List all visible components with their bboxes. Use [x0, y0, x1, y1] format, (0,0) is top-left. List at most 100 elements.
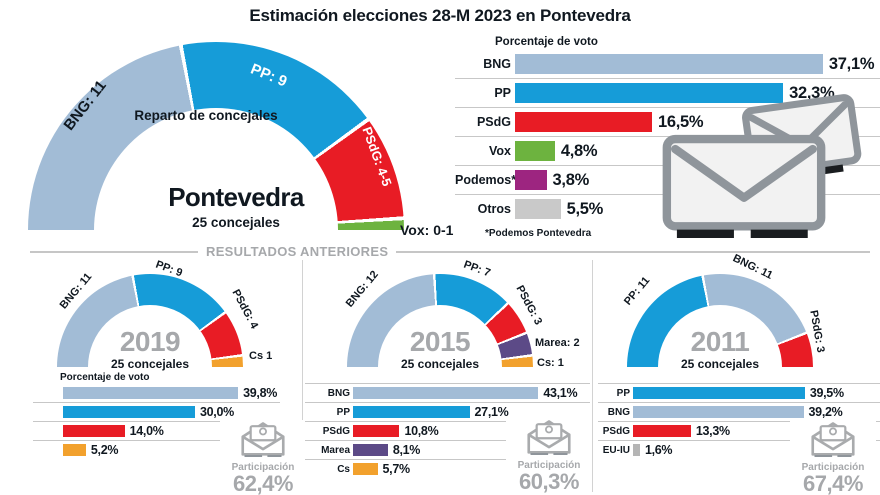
bar-label: BNG [607, 406, 630, 418]
bar-row: 30,0% [33, 403, 280, 422]
bar-row: PSdG 16,5% [455, 108, 880, 137]
section-divider-label: RESULTADOS ANTERIORES [206, 244, 389, 259]
gauge-center-subtitle: 25 concejales [192, 215, 280, 230]
bar [515, 170, 547, 190]
participation-block-2019: Participación 62,4% [220, 420, 306, 495]
gauge-2015: BNG: 12 PP: 7 PSdG: 3 Marea: 2 Cs: 1 201… [344, 259, 580, 371]
bar [63, 406, 195, 418]
estimate-vote-chart: Porcentaje de voto BNG 37,1% PP 32,3% PS… [455, 36, 880, 239]
bar-label: BNG [327, 387, 350, 399]
bar-value: 10,8% [404, 424, 439, 438]
bar-value: 3,8% [552, 170, 590, 189]
bar [633, 444, 640, 456]
bar-row: Marea 8,1% [305, 441, 590, 460]
section-divider: RESULTADOS ANTERIORES [30, 244, 870, 259]
participation-label: Participación [231, 462, 295, 473]
bar-value: 39,8% [243, 386, 278, 400]
year-title: 2019 [119, 326, 181, 357]
bar-value: 5,5% [566, 199, 604, 218]
bar-row: 5,2% [33, 441, 280, 459]
bar [515, 112, 652, 132]
segment-label-marea: Marea: 2 [535, 337, 580, 349]
bar-row: BNG 37,1% [455, 50, 880, 79]
bar-label: PSdG [476, 115, 511, 129]
bar-row: EU-IU 1,6% [598, 441, 880, 459]
participation-block-2015: Participación 60,3% [506, 418, 592, 493]
bar-label: Cs [337, 463, 350, 475]
bar [63, 425, 125, 437]
gauge-2011: PP: 11 BNG: 11 PSdG: 3 2011 25 concejale… [622, 252, 827, 371]
segment-label-psdg: PSdG: 4 [229, 287, 261, 331]
bar-row: PP 27,1% [305, 403, 590, 422]
bar-row: Otros 5,5% [455, 195, 880, 223]
gauge-2019: BNG: 11 PP: 9 PSdG: 4 Cs 1 2019 25 conce… [57, 259, 272, 371]
bar-row: PSdG 13,3% [598, 422, 880, 441]
bar-row: PSdG 10,8% [305, 422, 590, 441]
year-subtitle: 25 concejales [680, 357, 760, 371]
bar-row: BNG 39,2% [598, 403, 880, 422]
bar [353, 387, 539, 399]
bar-value: 4,8% [560, 141, 598, 160]
bar-label: Marea [321, 444, 350, 456]
participation-label: Participación [517, 460, 581, 471]
bar-label: Otros [477, 202, 511, 216]
ballot-envelope-icon [527, 420, 571, 456]
bar-label: PSdG [602, 425, 630, 437]
participation-value: 60,3% [519, 469, 579, 494]
segment-label-pp: PP: 7 [461, 258, 492, 280]
bar-value: 5,2% [90, 443, 119, 457]
arc-caption: Reparto de concejales [134, 108, 278, 123]
bar [515, 54, 823, 74]
segment-label-pp: PP: 11 [621, 274, 653, 308]
vertical-divider [592, 260, 593, 492]
bar-row: 14,0% [33, 422, 280, 441]
vote-chart-title: Porcentaje de voto [495, 36, 598, 48]
bar-row: Cs 5,7% [305, 460, 590, 478]
year-subtitle: 25 concejales [110, 357, 190, 371]
gauge-center-title: Pontevedra [168, 182, 304, 212]
year-title: 2011 [690, 326, 750, 357]
vertical-divider [302, 260, 303, 492]
bar-row: BNG 43,1% [305, 383, 590, 403]
ballot-envelope-icon [811, 422, 855, 458]
bar [63, 387, 239, 399]
bar-value: 1,6% [644, 443, 673, 457]
bar-label: PP [494, 86, 511, 100]
vote-chart-2019: Porcentaje de voto 39,8% 30,0% 14,0% 5,2… [33, 372, 280, 459]
bar-label: PP [336, 406, 350, 418]
bar-value: 16,5% [657, 112, 704, 131]
year-subtitle: 25 concejales [400, 357, 480, 371]
bar-label: EU-IU [602, 444, 630, 456]
bar [633, 425, 691, 437]
bar-value: 14,0% [129, 424, 164, 438]
estimate-seats-gauge: BNG: 11 PP: 9 PSdG: 4-5 Vox: 0-1 Reparto… [28, 42, 453, 237]
participation-value: 62,4% [233, 471, 293, 495]
bar [515, 199, 561, 219]
bar [63, 444, 86, 456]
bar [353, 444, 388, 456]
bar-label: PSdG [322, 425, 350, 437]
bar-value: 27,1% [474, 405, 509, 419]
vote-chart-2015: BNG 43,1% PP 27,1% PSdG 10,8% Marea 8,1%… [305, 383, 590, 478]
bar [633, 387, 805, 399]
bar-value: 13,3% [695, 424, 730, 438]
bar [353, 406, 470, 418]
bar-value: 43,1% [543, 386, 578, 400]
participation-block-2011: Participación 67,4% [790, 420, 876, 495]
envelope-icon-front [662, 134, 826, 238]
vote-chart-title: Porcentaje de voto [60, 372, 150, 383]
year-title: 2015 [409, 326, 471, 357]
bar-value: 5,7% [382, 462, 411, 476]
bar [515, 83, 784, 103]
bar [515, 141, 555, 161]
bar [353, 425, 400, 437]
ballot-envelope-icon [241, 422, 285, 458]
participation-label: Participación [801, 462, 865, 473]
bar [633, 406, 804, 418]
segment-label-vox: Vox: 0-1 [400, 222, 454, 238]
segment-label-cs: Cs 1 [249, 350, 273, 362]
page-title: Estimación elecciones 28-M 2023 en Ponte… [249, 6, 631, 25]
bar-value: 39,5% [809, 386, 844, 400]
bar-label: BNG [483, 57, 511, 71]
